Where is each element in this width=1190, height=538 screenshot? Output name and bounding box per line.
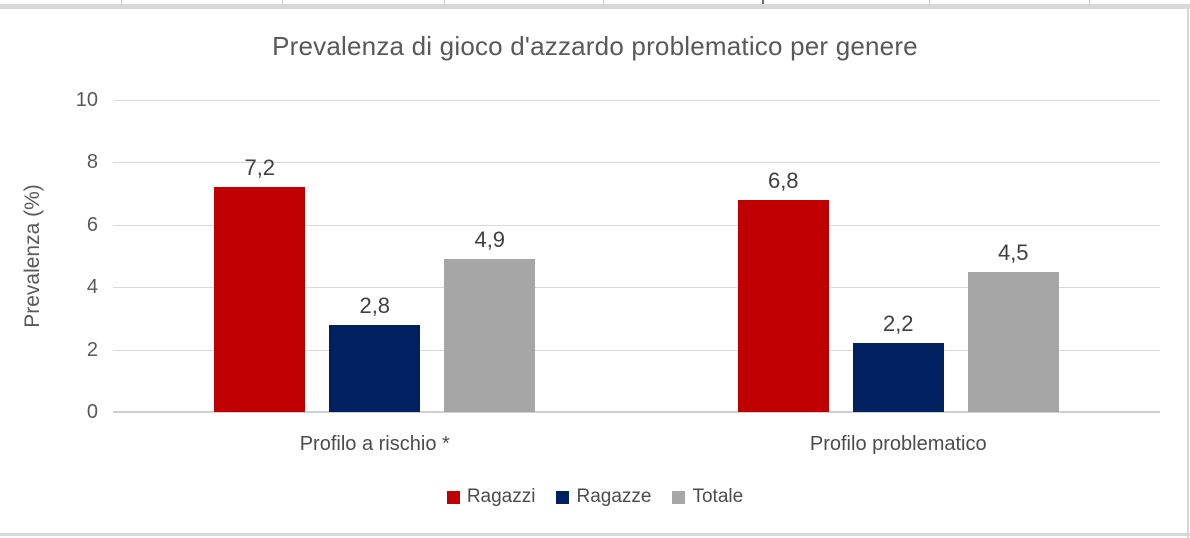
y-axis-title[interactable]: Prevalenza (%) — [21, 184, 44, 328]
bar-value-label: 4,5 — [997, 239, 1029, 265]
spreadsheet-cell-gridline — [121, 0, 122, 5]
y-axis-tick-label: 2 — [86, 338, 98, 361]
category-label-0[interactable]: Profilo a rischio * — [299, 433, 450, 455]
spreadsheet-cell-gridline — [1089, 0, 1090, 5]
bar-totale-1[interactable] — [967, 271, 1059, 412]
y-axis-tick-label: 8 — [86, 151, 98, 174]
legend-item-ragazzi[interactable]: Ragazzi — [446, 486, 536, 508]
bar-ragazzi-1[interactable] — [737, 199, 829, 412]
bar-value-label: 4,9 — [474, 227, 506, 253]
spreadsheet-cell-gridline — [603, 0, 604, 5]
bar-ragazze-1[interactable] — [852, 343, 944, 412]
spreadsheet-cell-gridline — [444, 0, 445, 5]
y-axis-tick-label: 4 — [86, 276, 98, 299]
chart-canvas[interactable]: Prevalenza di gioco d'azzardo problemati… — [0, 9, 1187, 533]
bar-totale-0[interactable] — [444, 259, 536, 412]
spreadsheet-cell-row — [0, 0, 1190, 5]
bar-ragazzi-0[interactable] — [214, 187, 306, 412]
bar-value-label: 2,8 — [359, 292, 391, 318]
gridline — [113, 349, 1160, 351]
legend-swatch-ragazzi — [446, 490, 460, 504]
gridline — [113, 162, 1160, 164]
gridline — [113, 224, 1160, 226]
bar-value-label: 6,8 — [767, 167, 799, 193]
x-axis-line — [113, 411, 1160, 413]
legend-item-ragazze[interactable]: Ragazze — [556, 486, 651, 508]
legend-item-totale[interactable]: Totale — [672, 486, 743, 508]
chart-frame-top-border — [0, 4, 1190, 9]
gridline — [113, 287, 1160, 289]
y-axis-tick-label: 10 — [75, 89, 98, 111]
legend[interactable]: Ragazzi Ragazze Totale — [0, 484, 1190, 510]
legend-label: Totale — [692, 486, 744, 507]
legend-swatch-totale — [672, 490, 686, 504]
spreadsheet-cell-gridline — [929, 0, 930, 5]
bar-value-label: 7,2 — [244, 155, 276, 181]
y-axis-tick-label: 0 — [86, 401, 98, 423]
chart-title[interactable]: Prevalenza di gioco d'azzardo problemati… — [272, 31, 918, 61]
y-axis-tick-label: 6 — [86, 213, 98, 236]
category-label-1[interactable]: Profilo problematico — [809, 433, 987, 455]
legend-swatch-ragazze — [556, 490, 570, 504]
spreadsheet-cell-cursor-tick — [762, 0, 764, 5]
bar-ragazze-0[interactable] — [329, 324, 421, 412]
gridline — [113, 100, 1160, 101]
spreadsheet-cell-gridline — [282, 0, 283, 5]
bar-value-label: 2,2 — [882, 311, 914, 337]
chart-frame-right-border — [1187, 9, 1189, 538]
chart-frame-bottom-border — [0, 533, 1190, 536]
legend-label: Ragazzi — [466, 486, 536, 507]
legend-label: Ragazze — [576, 486, 652, 507]
